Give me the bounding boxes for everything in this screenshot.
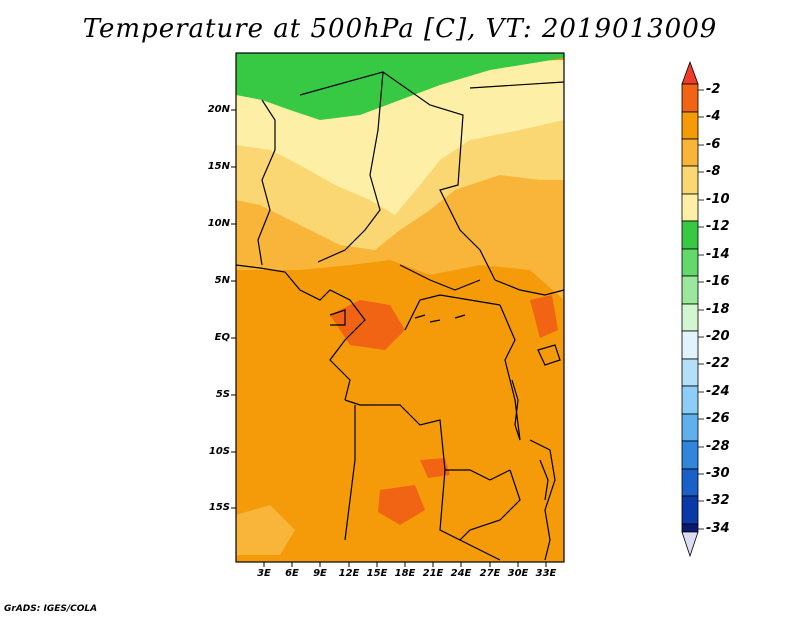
map-frame <box>235 52 565 563</box>
colorbar-swatch-1 <box>681 83 699 113</box>
axis-ticks <box>231 109 547 567</box>
border-line-11 <box>439 469 461 541</box>
field-minus8-patch <box>236 505 295 555</box>
colorbar-label: -16 <box>706 274 730 289</box>
lat-label: 15S <box>208 502 230 513</box>
lat-label: 15N <box>207 161 230 172</box>
colorbar-swatch-15 <box>681 468 699 497</box>
field-minus4-patch-1 <box>330 300 405 350</box>
lon-label: 18E <box>394 568 416 579</box>
lon-label: 24E <box>450 568 472 579</box>
colorbar-label: -32 <box>706 493 730 508</box>
colorbar-label: -12 <box>706 219 730 234</box>
chart-title: Temperature at 500hPa [C], VT: 201901300… <box>82 14 718 44</box>
lat-label: EQ <box>214 332 230 343</box>
colorbar-swatch-4 <box>681 165 699 195</box>
colorbar-swatch-6 <box>681 220 699 250</box>
lon-label: 15E <box>366 568 388 579</box>
country-borders <box>235 71 565 561</box>
colorbar-swatch-5 <box>681 193 699 222</box>
lon-label: 21E <box>422 568 444 579</box>
border-line-7 <box>404 294 501 331</box>
colorbar-label: -20 <box>706 329 730 344</box>
colorbar-swatch-16 <box>681 495 699 525</box>
lon-label: 6E <box>285 568 299 579</box>
colorbar-swatch-8 <box>681 275 699 305</box>
colorbar-swatch-7 <box>681 248 699 277</box>
border-line-4 <box>469 81 565 89</box>
lat-label: 10S <box>208 446 230 457</box>
colorbar-label: -6 <box>706 137 721 152</box>
colorbar-label: -4 <box>706 109 721 124</box>
colorbar-swatch-9 <box>681 303 699 332</box>
lake-malawi <box>539 459 549 501</box>
border-line-3 <box>317 71 384 263</box>
lon-label: 12E <box>338 568 360 579</box>
field-minus4-patch-2 <box>378 485 425 525</box>
colorbar-label: -22 <box>706 356 730 371</box>
grads-credit: GrADS: IGES/COLA <box>4 604 98 614</box>
colorbar-swatch-13 <box>681 413 699 442</box>
border-line-6 <box>399 264 481 291</box>
colorbar-swatch-14 <box>681 440 699 470</box>
lat-label: 5N <box>214 275 230 286</box>
colorbar-label: -24 <box>706 384 730 399</box>
colorbar-label: -26 <box>706 411 730 426</box>
colorbar-ticks <box>698 89 704 530</box>
field-minus14 <box>236 53 564 120</box>
border-line-14 <box>329 309 346 326</box>
colorbar-swatch-2 <box>681 111 699 140</box>
colorbar-swatch-11 <box>681 358 699 387</box>
colorbar-label: -28 <box>706 439 730 454</box>
lake-victoria <box>537 344 561 366</box>
lon-label: 9E <box>313 568 327 579</box>
colorbar-label: -14 <box>706 247 730 262</box>
border-line-9 <box>344 399 511 481</box>
lat-label: 5S <box>215 389 230 400</box>
colorbar-swatch-17 <box>681 523 699 533</box>
colorbar-label: -10 <box>706 192 730 207</box>
lat-label: 20N <box>207 104 230 115</box>
colorbar-label: -2 <box>706 82 721 97</box>
colorbar-bottom-arrow <box>681 531 699 558</box>
colorbar-label: -18 <box>706 302 730 317</box>
lat-label: 10N <box>207 218 230 229</box>
colorbar-swatch-12 <box>681 385 699 415</box>
border-line-5 <box>494 279 565 296</box>
field-minus4-patch-3 <box>420 458 450 478</box>
colorbar <box>681 60 704 558</box>
lon-label: 27E <box>479 568 501 579</box>
border-line-1 <box>257 99 276 266</box>
colorbar-label: -8 <box>706 164 721 179</box>
colorbar-swatch-3 <box>681 138 699 167</box>
border-line-10 <box>344 405 356 541</box>
coastline <box>235 264 366 401</box>
colorbar-top-arrow <box>681 60 699 85</box>
lakes <box>414 314 561 501</box>
lake-tanganyika <box>511 379 521 441</box>
colorbar-swatch-10 <box>681 330 699 360</box>
river-marks <box>414 314 466 323</box>
lon-label: 30E <box>507 568 529 579</box>
border-line-12 <box>458 469 521 561</box>
temperature-field <box>236 53 564 562</box>
border-line-2 <box>299 71 496 281</box>
field-minus4-patch-4 <box>530 295 558 338</box>
colorbar-label: -34 <box>706 521 730 536</box>
colorbar-label: -30 <box>706 466 730 481</box>
border-line-13 <box>529 439 556 561</box>
lon-label: 33E <box>535 568 557 579</box>
lon-label: 3E <box>257 568 271 579</box>
